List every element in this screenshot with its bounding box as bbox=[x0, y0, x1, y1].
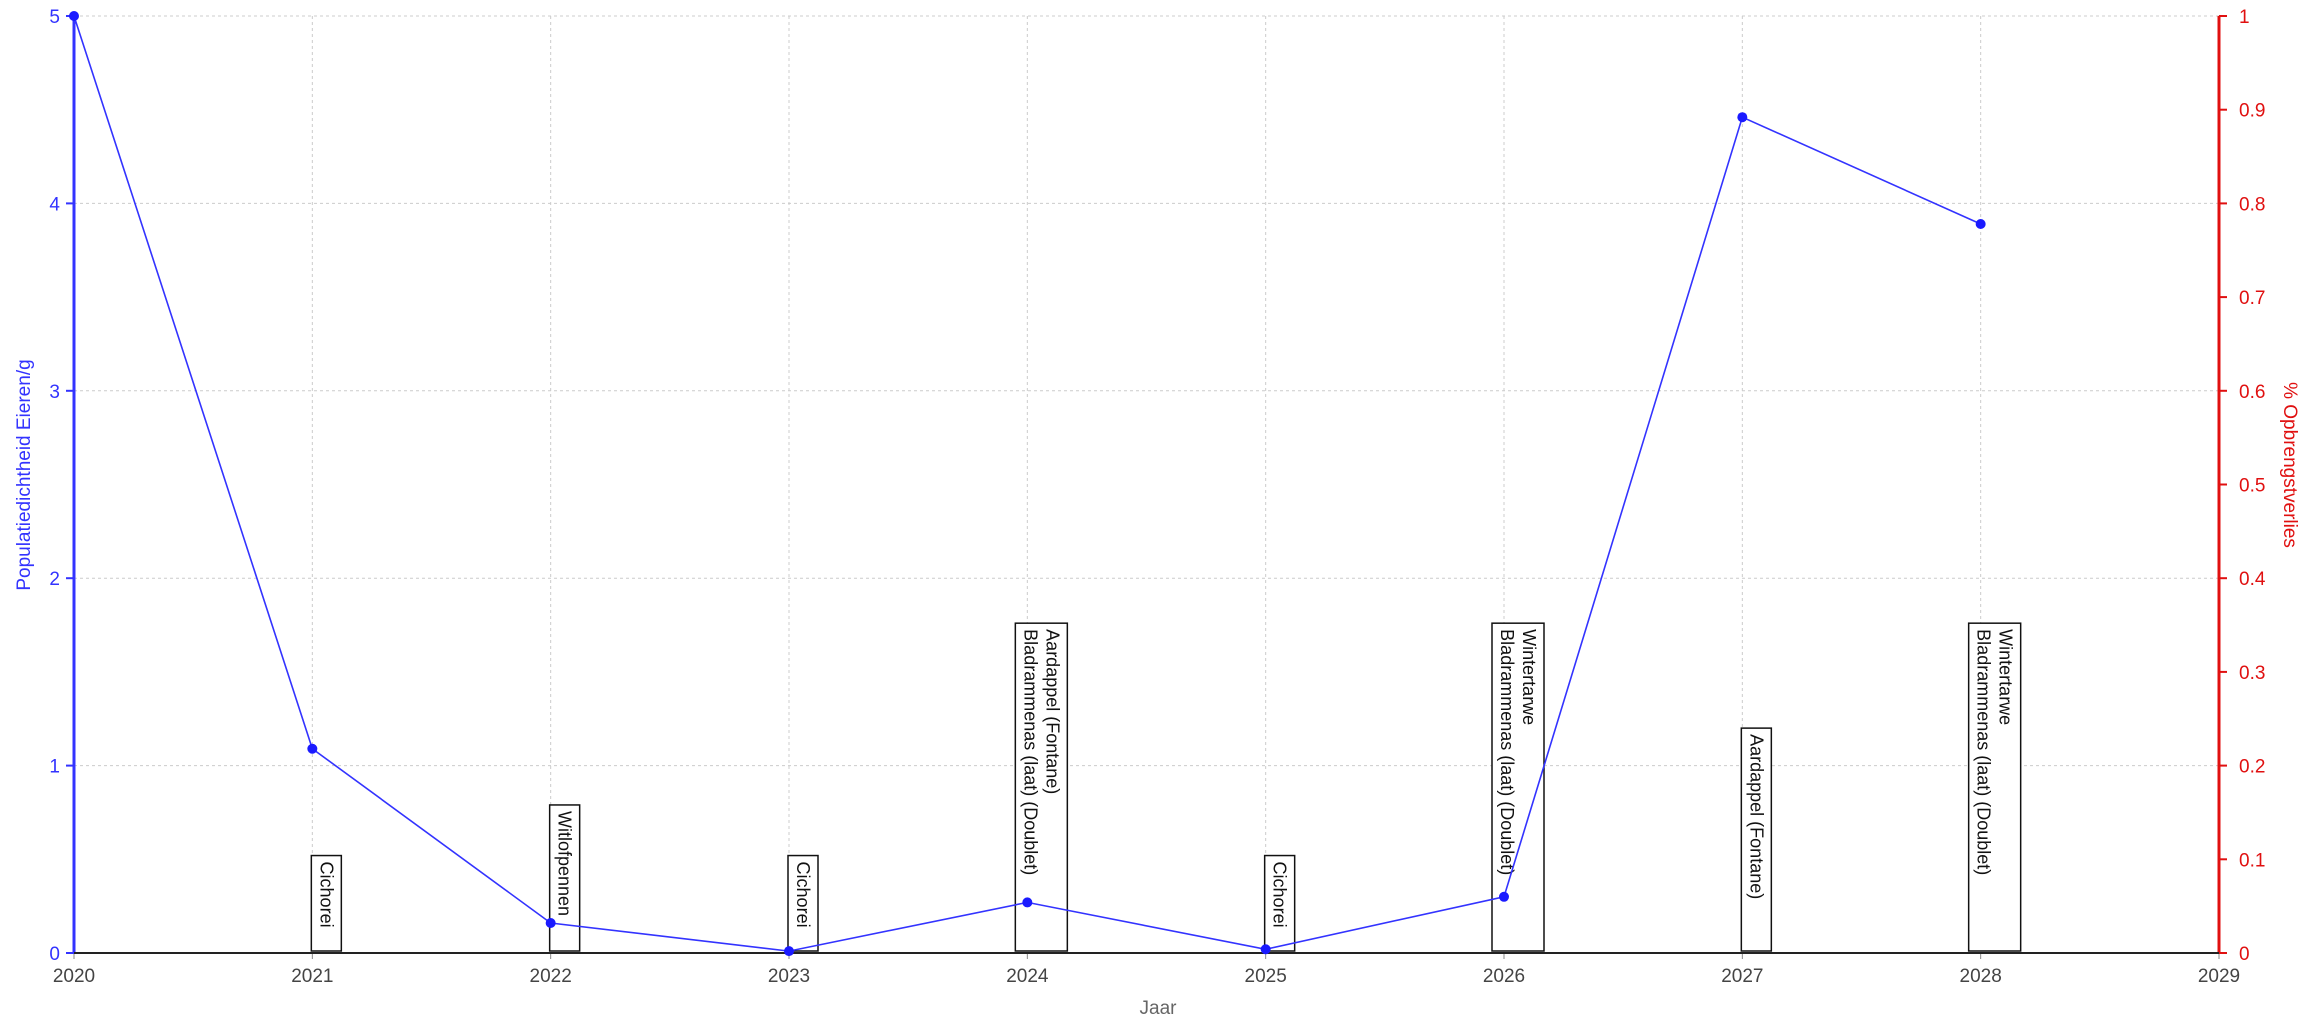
data-point bbox=[1499, 891, 1509, 902]
y2-tick-label: 0.1 bbox=[2239, 850, 2265, 871]
y-tick-label: 3 bbox=[49, 382, 60, 403]
data-point bbox=[545, 918, 556, 929]
crop-label-box bbox=[1740, 727, 1773, 952]
y-tick-label: 4 bbox=[49, 194, 60, 215]
series bbox=[69, 11, 1986, 957]
x-tick-label: 2028 bbox=[1960, 966, 2002, 987]
y-tick-label: 5 bbox=[49, 7, 60, 28]
x-tick-label: 2023 bbox=[768, 966, 810, 987]
axes bbox=[66, 15, 2227, 959]
crop-label-box bbox=[548, 804, 581, 952]
crop-label: Cichorei bbox=[1263, 854, 1296, 952]
crop-label: Cichorei bbox=[310, 854, 343, 952]
crop-label-text: Witlofpennen bbox=[555, 811, 575, 916]
crop-label-text: Cichorei bbox=[1270, 862, 1290, 928]
crop-label-box bbox=[1263, 854, 1296, 952]
crop-label-box bbox=[310, 854, 343, 952]
crop-label: Bladrammenas (laat) (Doublet) Aardappel (… bbox=[1014, 622, 1069, 952]
y2-tick-label: 0.4 bbox=[2239, 569, 2266, 590]
x-tick-label: 2021 bbox=[291, 966, 333, 987]
y2-tick-label: 0 bbox=[2239, 944, 2250, 965]
y2-tick-label: 0.5 bbox=[2239, 476, 2265, 497]
data-point bbox=[1737, 112, 1748, 123]
y-axis-label: Populatiedichtheid Eieren/g bbox=[14, 359, 35, 590]
grid bbox=[74, 15, 2219, 953]
x-tick-label: 2020 bbox=[53, 966, 95, 987]
data-point bbox=[1260, 944, 1271, 955]
x-axis-label: Jaar bbox=[1140, 998, 1178, 1019]
x-tick-label: 2026 bbox=[1483, 966, 1525, 987]
data-point bbox=[69, 11, 79, 21]
data-point bbox=[1975, 219, 1986, 230]
y2-tick-label: 1 bbox=[2239, 7, 2250, 28]
data-point bbox=[307, 743, 318, 754]
crop-label: Bladrammenas (laat) (Doublet) Wintertarwe bbox=[1491, 622, 1545, 952]
crop-label-text: Bladrammenas (laat) (Doublet) bbox=[1020, 629, 1040, 875]
y2-tick-label: 0.6 bbox=[2239, 382, 2265, 403]
crop-label-text: Aardappel (Fontane) bbox=[1746, 734, 1766, 899]
y-tick-label: 2 bbox=[49, 569, 60, 590]
crop-label-box bbox=[1014, 622, 1069, 952]
x-tick-label: 2027 bbox=[1721, 966, 1763, 987]
y-tick-label: 0 bbox=[49, 944, 60, 965]
y2-tick-label: 0.3 bbox=[2239, 663, 2265, 684]
crop-label: Witlofpennen bbox=[548, 804, 581, 952]
data-point bbox=[1022, 897, 1033, 908]
crop-label-box bbox=[787, 854, 819, 952]
x-tick-label: 2029 bbox=[2198, 966, 2240, 987]
crop-label-text: Cichorei bbox=[793, 862, 813, 928]
y2-axis-label: % Opbrengstverlies bbox=[2279, 382, 2300, 548]
x-tick-label: 2022 bbox=[530, 966, 572, 987]
crop-label-text: Wintertarwe bbox=[1519, 629, 1539, 725]
crop-label-text: Wintertarwe bbox=[1996, 629, 2016, 725]
crop-label-box bbox=[1967, 622, 2022, 952]
crop-label: Cichorei bbox=[787, 854, 819, 952]
crop-label-text: Aardappel (Fontane) bbox=[1042, 629, 1062, 794]
y2-tick-label: 0.2 bbox=[2239, 757, 2265, 778]
crop-label-text: Cichorei bbox=[316, 862, 336, 928]
x-tick-label: 2024 bbox=[1006, 966, 1049, 987]
x-tick-label: 2025 bbox=[1245, 966, 1287, 987]
crop-label-text: Bladrammenas (laat) (Doublet) bbox=[1974, 629, 1994, 875]
y2-tick-label: 0.8 bbox=[2239, 194, 2265, 215]
crop-label-text: Bladrammenas (laat) (Doublet) bbox=[1497, 629, 1517, 875]
crop-labels: Cichorei Witlofpennen Cichorei Bladrammenas… bbox=[310, 622, 2022, 952]
y2-tick-label: 0.7 bbox=[2239, 288, 2265, 309]
crop-label: Aardappel (Fontane) bbox=[1740, 727, 1773, 952]
crop-label: Bladrammenas (laat) (Doublet) Wintertarwe bbox=[1967, 622, 2022, 952]
data-point bbox=[784, 946, 794, 957]
y-tick-label: 1 bbox=[49, 757, 60, 778]
y2-tick-label: 0.9 bbox=[2239, 101, 2265, 122]
tick-labels: 2020 2021 2022 2023 2024 2025 2026 2027 2028 2029… bbox=[49, 7, 2265, 987]
